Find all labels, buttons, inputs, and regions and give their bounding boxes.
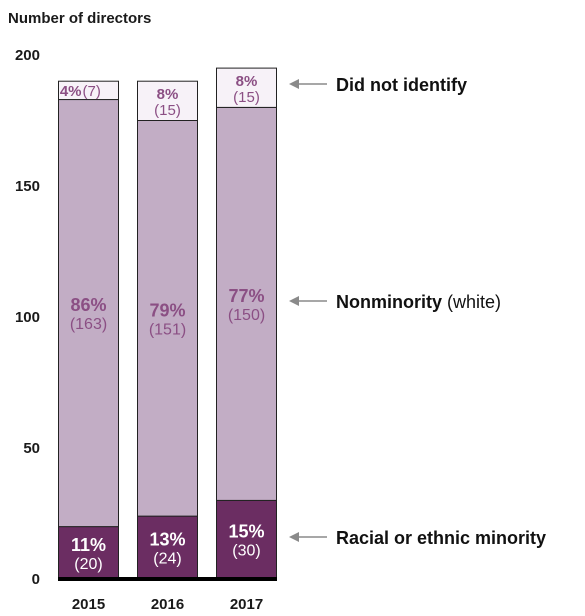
x-tick-label: 2015 <box>72 596 105 613</box>
bar-count-label: (150) <box>228 307 265 324</box>
bar-percent-label: 13% <box>149 530 185 550</box>
x-axis-baseline <box>58 577 277 581</box>
bars-group: 11%(20)86%(163)4% (7)13%(24)79%(151)8%(15… <box>58 67 277 580</box>
bar-segment <box>137 120 198 517</box>
y-tick-label: 50 <box>23 440 40 457</box>
bar-count-label: (24) <box>153 551 181 568</box>
bar-count-label: (7) <box>83 83 101 100</box>
legend-arrowhead <box>289 79 299 89</box>
y-tick-label: 0 <box>32 571 40 588</box>
bar-segment <box>137 80 198 121</box>
bar-count-label: (30) <box>232 543 260 560</box>
y-axis-title: Number of directors <box>8 10 151 27</box>
x-tick-label: 2017 <box>230 596 263 613</box>
bar-segment <box>58 526 119 580</box>
x-axis-labels: 2015 2016 2017 <box>72 596 263 613</box>
bar-percent-label: 8% <box>236 73 258 90</box>
bar-percent-label: 8% <box>157 86 179 103</box>
legend-label: Racial or ethnic minority <box>336 528 546 548</box>
bar-percent-label: 86% <box>70 295 106 315</box>
bar-count-label: (151) <box>149 321 186 338</box>
bar-percent-label: 11% <box>71 535 106 555</box>
bar-segment <box>216 106 277 501</box>
bar-segment <box>137 515 198 580</box>
bar-percent-label: 79% <box>149 300 185 320</box>
bar-segment <box>216 67 277 108</box>
bar-percent-label: 4% <box>60 83 82 100</box>
y-axis-ticks: 0 50 100 150 200 <box>15 47 40 588</box>
legend-arrowhead <box>289 532 299 542</box>
bar-percent-label: 77% <box>228 286 264 306</box>
legend-label: Did not identify <box>336 75 467 95</box>
y-tick-label: 200 <box>15 47 40 64</box>
y-tick-label: 100 <box>15 309 40 326</box>
y-tick-label: 150 <box>15 178 40 195</box>
legend: Did not identify Nonminority (white) Racia… <box>289 75 546 548</box>
x-tick-label: 2016 <box>151 596 184 613</box>
bar-segment <box>58 99 119 528</box>
legend-label: Nonminority (white) <box>336 292 501 312</box>
bar-percent-label: 15% <box>228 522 264 542</box>
legend-arrowhead <box>289 296 299 306</box>
bar-segment <box>58 80 119 101</box>
bar-count-label: (20) <box>74 556 102 573</box>
bar-count-label: (15) <box>233 89 260 106</box>
bar-count-label: (163) <box>70 316 107 333</box>
bar-count-label: (15) <box>154 102 181 119</box>
